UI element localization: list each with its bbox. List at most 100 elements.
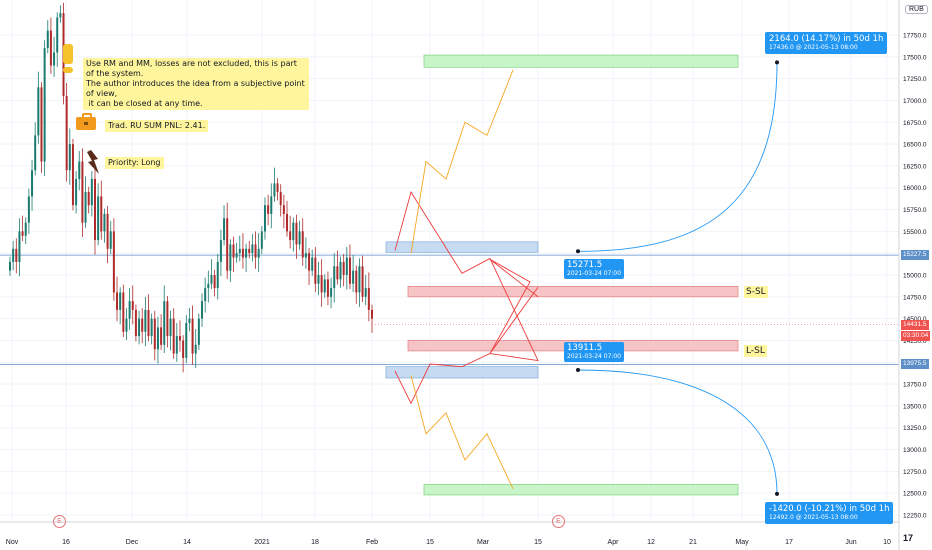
candle-body [348, 257, 351, 284]
hline-price-label: 15227.5 [901, 250, 929, 261]
target-down-main: -1420.0 (-10.21%) in 50d 1h [769, 504, 890, 514]
earnings-marker[interactable]: E [53, 515, 66, 528]
candle-body [24, 222, 27, 236]
candle-body [361, 266, 364, 297]
candle-body [37, 87, 40, 136]
candle-body [175, 336, 178, 354]
candle-body [257, 248, 260, 258]
candle-body [314, 257, 317, 284]
zone-stop-short [407, 285, 739, 298]
time-tick-label: 12 [647, 539, 655, 546]
candle-body [219, 240, 222, 262]
candle-body [286, 213, 289, 232]
candle-body [81, 161, 84, 223]
candle-body [352, 270, 355, 284]
risk-note-line: The author introduces the idea from a su… [86, 79, 305, 98]
candle-body [232, 244, 235, 258]
price-tick-label: 12500.0 [903, 491, 927, 498]
priority-note[interactable]: Priority: Long [105, 157, 164, 169]
candle-body [197, 318, 200, 345]
target-up-main: 2164.0 (14.17%) in 50d 1h [769, 34, 884, 44]
candle-body [122, 292, 125, 332]
time-tick-label: Feb [366, 539, 378, 546]
time-tick-label: 2021 [254, 539, 270, 546]
price-tick-label: 17250.0 [903, 76, 927, 83]
candle-body [330, 288, 333, 297]
candle-body [345, 257, 348, 275]
candle-body [53, 52, 56, 66]
pnl-note[interactable]: Trad. RU SUM PNL: 2.41. [105, 120, 209, 132]
long-entry-sub: 2021-03-24 07:00 [567, 353, 622, 360]
target-down-sub: 12492.0 @ 2021-05-13 08:00 [769, 514, 858, 521]
candle-body [78, 161, 81, 179]
candle-body [12, 248, 15, 262]
candle-body [31, 170, 34, 197]
candle-body [163, 301, 166, 345]
price-tick-label: 12750.0 [903, 469, 927, 476]
candle-body [254, 244, 257, 258]
earnings-marker[interactable]: E [552, 515, 565, 528]
candle-body [323, 279, 326, 293]
arc-anchor-point [576, 367, 580, 372]
candle-body [46, 30, 49, 49]
time-tick-label: 15 [426, 539, 434, 546]
time-tick-label: Jun [845, 539, 856, 546]
candle-body [276, 183, 279, 193]
candle-body [18, 231, 21, 262]
arc-anchor-point [775, 491, 779, 496]
projection-paths [394, 69, 539, 490]
candle-body [289, 231, 292, 241]
long-entry-infobox[interactable]: 13911.5 2021-03-24 07:00 [564, 342, 625, 362]
candle-body [125, 318, 128, 332]
candle-body [109, 231, 112, 249]
candle-body [273, 183, 276, 197]
time-tick-label: Dec [126, 539, 139, 546]
time-tick-label: Apr [608, 539, 620, 546]
candle-body [68, 144, 71, 171]
candle-body [15, 248, 18, 262]
candle-body [116, 292, 119, 310]
time-tick-label: 15 [534, 539, 542, 546]
candle-body [248, 248, 251, 254]
candle-body [144, 309, 147, 332]
target-up-infobox[interactable]: 2164.0 (14.17%) in 50d 1h 17436.0 @ 2021… [765, 32, 888, 54]
candle-body [333, 266, 336, 289]
candle-body [371, 309, 373, 319]
time-tick-label: 16 [62, 539, 70, 546]
candle-body [178, 336, 181, 341]
candle-body [188, 318, 191, 323]
price-tick-label: 16250.0 [903, 163, 927, 170]
price-tick-label: 15750.0 [903, 207, 927, 214]
risk-note[interactable]: Use RM and MM, losses are not excluded, … [83, 58, 309, 110]
time-tick-label: Mar [477, 539, 490, 546]
arc-anchor-point [576, 249, 580, 254]
time-tick-label: 18 [311, 539, 319, 546]
currency-badge[interactable]: RUB [905, 5, 928, 14]
candle-body [358, 266, 361, 293]
candle-body [21, 231, 24, 236]
candle-body [128, 301, 131, 319]
candle-body [59, 13, 62, 18]
candle-body [216, 261, 219, 289]
candle-body [326, 279, 329, 297]
short-entry-infobox[interactable]: 15271.5 2021-03-24 07:00 [564, 259, 625, 279]
candle-body [166, 301, 169, 337]
target-arcs [576, 60, 779, 496]
target-up-sub: 17436.0 @ 2021-05-13 08:00 [769, 44, 858, 51]
price-tick-label: 17500.0 [903, 54, 927, 61]
candle-body [75, 179, 78, 206]
candle-body [134, 309, 137, 337]
candle-body [97, 196, 100, 241]
candle-body [131, 301, 134, 310]
candle-body [90, 179, 93, 206]
short-entry-sub: 2021-03-24 07:00 [567, 270, 622, 277]
target-down-infobox[interactable]: -1420.0 (-10.21%) in 50d 1h 12492.0 @ 20… [765, 502, 894, 524]
price-tick-label: 12250.0 [903, 513, 927, 520]
candle-body [267, 205, 270, 214]
candle-body [194, 344, 197, 354]
long-stop-label: L-SL [744, 345, 767, 357]
tradingview-logo: 17 [903, 533, 914, 543]
projection-orange-up [410, 69, 514, 254]
short-stop-label: S-SL [744, 286, 768, 298]
